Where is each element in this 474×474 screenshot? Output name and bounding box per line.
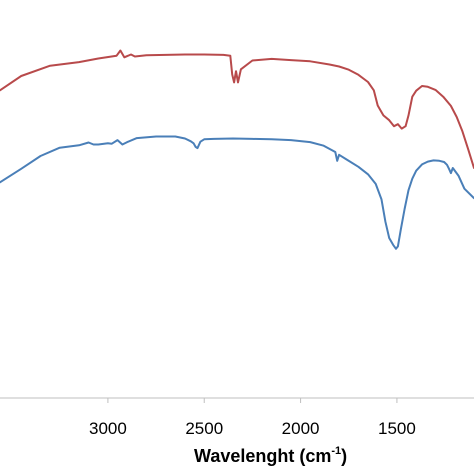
series-line-2 xyxy=(0,135,474,250)
x-axis-title: Wavelenght (cm-1) xyxy=(194,445,347,466)
series-line-1 xyxy=(0,49,474,169)
x-tick-label-2500: 2500 xyxy=(185,419,223,438)
x-axis-ticks: 3000 2500 2000 1500 xyxy=(89,398,416,438)
series-group xyxy=(0,49,474,250)
x-axis-title-end: ) xyxy=(341,446,347,466)
x-axis-title-main: Wavelenght (cm xyxy=(194,446,331,466)
x-tick-label-1500: 1500 xyxy=(378,419,416,438)
plot-area: 3000 2500 2000 1500 xyxy=(0,49,474,438)
x-tick-label-3000: 3000 xyxy=(89,419,127,438)
x-tick-label-2000: 2000 xyxy=(282,419,320,438)
x-axis-title-superscript: -1 xyxy=(331,445,341,457)
